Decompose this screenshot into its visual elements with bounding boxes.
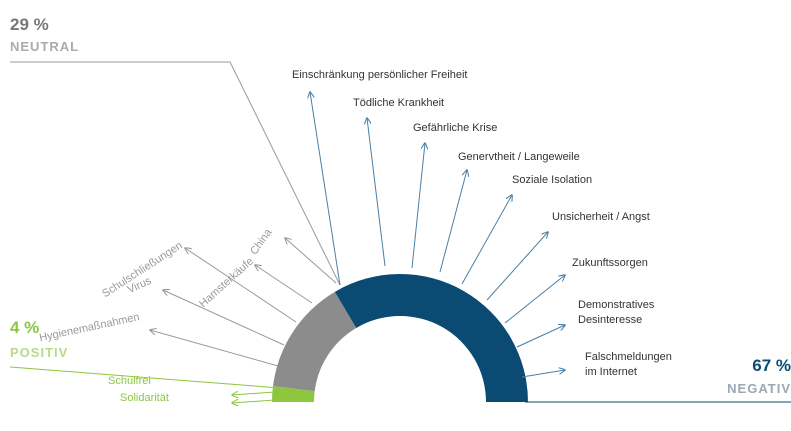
topic-line: Schulschließungen (100, 239, 184, 300)
topic-label: Unsicherheit / Angst (552, 211, 650, 223)
positive-percent: 4 % (10, 318, 39, 337)
topic-arrow (461, 195, 512, 285)
negative-label: NEGATIV (727, 381, 791, 396)
topic-arrow (232, 400, 276, 403)
neutral-leader (10, 61, 341, 286)
topic-label: Falschmeldungen im Internet (585, 351, 672, 378)
topic-arrow (486, 232, 548, 301)
topic-arrow (367, 118, 386, 267)
topic-label: Zukunftssorgen (572, 257, 648, 269)
topic-line: Hamsterkäufe (197, 255, 256, 310)
topic-label: Hamsterkäufe (197, 255, 256, 310)
topic-line: im Internet (585, 366, 637, 378)
negative-percent: 67 % (752, 356, 791, 375)
topic-arrow (163, 290, 285, 346)
topic-line: Solidarität (120, 392, 169, 404)
topic-label: Einschränkung persönlicher Freiheit (292, 69, 467, 81)
topic-arrow (185, 248, 297, 323)
topic-line: Genervtheit / Langeweile (458, 151, 580, 163)
positive-label: POSITIV (10, 345, 68, 360)
topic-line: Unsicherheit / Angst (552, 211, 650, 223)
topic-arrow (439, 170, 467, 273)
neutral-percent: 29 % (10, 15, 49, 34)
topic-line: Soziale Isolation (512, 174, 592, 186)
segment (334, 274, 528, 402)
topic-arrow (504, 275, 565, 324)
topic-label: Soziale Isolation (512, 174, 592, 186)
topic-line: China (248, 226, 275, 257)
topic-label: Solidarität (120, 392, 169, 404)
topic-line: Desinteresse (578, 314, 642, 326)
topic-arrow (516, 325, 565, 348)
topic-label: Genervtheit / Langeweile (458, 151, 580, 163)
topic-label: Schulfrei (108, 375, 151, 387)
topic-arrow (310, 92, 341, 286)
topic-arrow (150, 330, 279, 367)
topic-line: Tödliche Krankheit (353, 97, 444, 109)
topic-label: Hygienemaßnahmen (38, 311, 140, 344)
topic-arrow (285, 238, 337, 284)
topic-arrow (232, 392, 276, 395)
topic-line: Falschmeldungen (585, 351, 672, 363)
topic-arrow (521, 370, 565, 378)
topic-line: Hygienemaßnahmen (38, 311, 140, 344)
segment (273, 291, 357, 392)
segment (272, 385, 315, 402)
topic-label: Schulschließungen (100, 239, 184, 300)
topic-line: Gefährliche Krise (413, 122, 497, 134)
topic-label: Gefährliche Krise (413, 122, 497, 134)
topic-arrow (411, 143, 425, 269)
topic-line: Demonstratives (578, 299, 655, 311)
topic-line: Einschränkung persönlicher Freiheit (292, 69, 467, 81)
topic-line: Schulfrei (108, 375, 151, 387)
topic-label: Tödliche Krankheit (353, 97, 444, 109)
topic-label: Demonstratives Desinteresse (578, 299, 655, 326)
topic-line: Zukunftssorgen (572, 257, 648, 269)
neutral-label: NEUTRAL (10, 39, 79, 54)
topic-arrow (255, 265, 313, 304)
topic-label: China (248, 226, 275, 257)
positive-leader (9, 366, 281, 389)
